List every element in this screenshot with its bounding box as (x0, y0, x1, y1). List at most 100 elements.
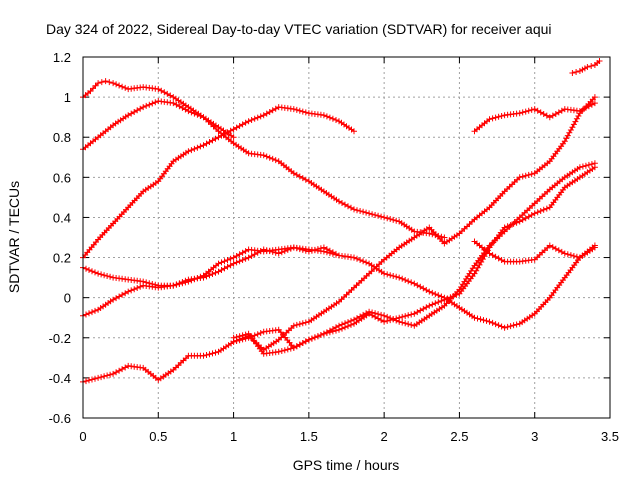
data-point-marker (236, 333, 243, 340)
data-point-marker (257, 113, 264, 120)
data-point-marker (188, 147, 195, 154)
data-point-marker (402, 277, 409, 283)
data-point-marker (432, 300, 439, 307)
data-point-marker (134, 285, 141, 291)
y-tick-label: 0 (64, 291, 71, 306)
data-point-marker (507, 323, 514, 330)
data-point-marker (429, 289, 436, 296)
data-point-marker (498, 113, 505, 119)
data-point-marker (98, 271, 105, 278)
data-point-marker (513, 321, 520, 328)
data-point-marker (290, 322, 297, 329)
data-point-marker (206, 272, 213, 279)
data-point-marker (575, 113, 582, 119)
data-point-marker (348, 317, 354, 324)
data-point-marker (591, 94, 598, 101)
data-point-marker (191, 145, 198, 152)
data-point-marker (302, 109, 309, 116)
data-point-marker (140, 104, 147, 111)
data-point-marker (284, 346, 291, 353)
data-point-marker (396, 274, 403, 281)
data-point-marker (596, 58, 603, 64)
data-point-marker (254, 331, 261, 338)
data-point-marker (569, 70, 576, 76)
x-tick-label: 1 (230, 429, 237, 444)
data-point-marker (200, 142, 207, 149)
data-point-marker (429, 301, 436, 308)
data-point-marker (278, 348, 285, 354)
data-point-marker (314, 333, 321, 340)
series-sat-h (230, 160, 598, 357)
data-point-marker (474, 315, 481, 322)
data-point-marker (405, 312, 412, 319)
data-point-marker (399, 275, 406, 282)
data-point-marker (573, 69, 580, 75)
data-point-marker (390, 216, 397, 223)
data-point-marker (269, 155, 276, 162)
x-axis-label: GPS time / hours (293, 457, 400, 473)
data-point-marker (194, 144, 201, 151)
y-tick-label: 0.8 (53, 130, 71, 145)
data-point-marker (293, 106, 300, 113)
data-point-marker (83, 378, 89, 385)
data-point-marker (489, 115, 496, 122)
data-point-marker (239, 257, 246, 263)
series-sat-b (80, 98, 448, 241)
data-point-marker (242, 255, 249, 262)
chart-title: Day 324 of 2022, Sidereal Day-to-day VTE… (46, 21, 552, 37)
data-point-marker (495, 113, 502, 120)
data-point-marker (92, 307, 98, 314)
data-point-marker (563, 135, 570, 142)
data-point-marker (329, 115, 336, 122)
data-point-marker (188, 277, 195, 284)
x-tick-label: 3 (531, 429, 538, 444)
data-point-marker (375, 311, 382, 318)
data-point-marker (122, 84, 129, 91)
data-point-marker (486, 318, 493, 325)
data-point-marker (384, 313, 391, 320)
data-point-marker (131, 286, 138, 293)
data-point-marker (224, 129, 231, 136)
data-point-marker (296, 107, 303, 114)
data-point-marker (354, 315, 360, 322)
data-point-marker (290, 106, 297, 113)
data-point-marker (477, 316, 484, 323)
series-sat-j (471, 238, 598, 265)
data-point-marker (233, 334, 240, 340)
data-point-marker (170, 100, 177, 107)
data-point-marker (116, 82, 123, 89)
x-tick-label: 3.5 (601, 429, 619, 444)
data-point-marker (516, 110, 523, 117)
data-point-marker (342, 320, 348, 327)
data-point-marker (570, 121, 577, 128)
data-point-marker (308, 335, 315, 342)
data-point-marker (230, 334, 237, 341)
y-tick-label: -0.2 (49, 331, 71, 346)
data-point-marker (387, 272, 394, 279)
data-point-marker (98, 79, 105, 86)
data-point-marker (426, 230, 433, 237)
data-point-marker (191, 276, 198, 283)
data-point-marker (302, 338, 309, 345)
data-point-marker (185, 278, 192, 285)
data-point-marker (390, 273, 397, 279)
plot-border (82, 56, 611, 419)
data-point-marker (179, 280, 186, 287)
data-point-marker (438, 297, 445, 304)
data-point-marker (573, 253, 580, 260)
data-point-marker (275, 348, 282, 355)
data-point-marker (107, 273, 114, 280)
data-point-marker (381, 318, 388, 325)
data-point-marker (299, 108, 306, 115)
data-point-marker (381, 270, 388, 277)
data-point-marker (224, 263, 231, 270)
data-point-marker (405, 278, 412, 285)
data-point-marker (582, 162, 589, 169)
x-tick-label: 2.5 (450, 429, 468, 444)
data-point-marker (441, 296, 448, 303)
data-point-marker (372, 310, 379, 317)
data-point-marker (357, 257, 364, 263)
data-point-marker (516, 174, 523, 181)
data-point-marker (441, 234, 448, 241)
data-point-marker (83, 311, 89, 318)
